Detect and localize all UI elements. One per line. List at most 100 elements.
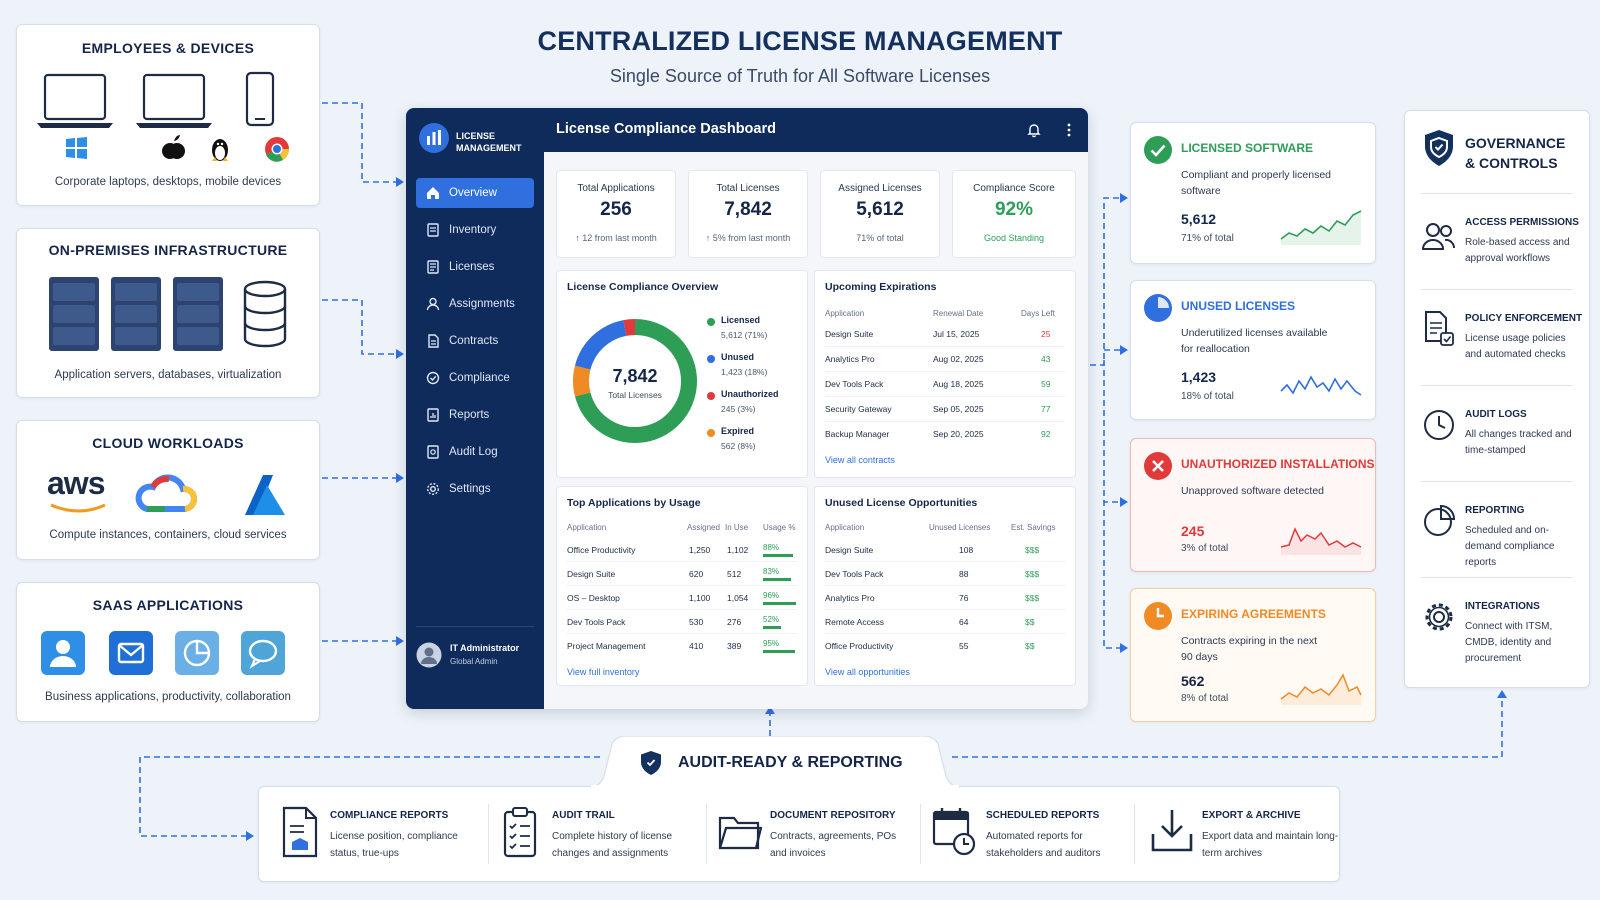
sparkline-expiring [1280,673,1362,705]
source-caption: Application servers, databases, virtuali… [54,369,282,381]
more-vertical-icon[interactable] [1066,122,1072,138]
error-x-icon [1144,452,1172,480]
kpi-value: 256 [600,199,632,220]
legend-label: Expired [721,426,755,436]
source-employees-devices: EMPLOYEES & DEVICES [16,24,320,206]
table-cell-unused-licenses: 88 [959,569,969,579]
table-cell-assigned: 1,100 [689,593,711,603]
row-divider [567,633,797,634]
status-description: Underutilized licenses available for rea… [1181,327,1328,355]
nav-inventory[interactable]: Inventory [416,215,534,245]
legend-detail: 562 (8%) [721,441,756,451]
usage-bar [763,650,796,653]
column-header: In Use [725,523,749,532]
dashboard-sidebar: LICENSE MANAGEMENT Overview Inventory Li… [406,108,544,709]
donut-center-value: 7,842 [612,366,658,386]
table-cell-days-left: 43 [1041,354,1051,364]
nav-overview[interactable]: Overview [416,178,534,208]
server-icons [49,277,287,351]
chrome-logo-icon [265,137,290,162]
table-cell-days-left: 25 [1041,329,1051,339]
table-cell-assigned: 620 [689,569,704,579]
audit-item-title: EXPORT & ARCHIVE [1202,810,1301,821]
nav-reports[interactable]: Reports [416,400,534,430]
nav-label: Assignments [449,298,515,310]
column-header: Application [567,523,607,532]
table-cell-application: Design Suite [567,569,616,579]
dashboard-title: License Compliance Dashboard [556,121,776,137]
user-profile[interactable]: IT Administrator Global Admin [416,638,534,678]
status-title: UNAUTHORIZED INSTALLATIONS [1181,457,1375,471]
nav-compliance[interactable]: Compliance [416,363,534,393]
nav-contracts[interactable]: Contracts [416,326,534,356]
user-role: Global Admin [450,657,498,666]
status-title: UNUSED LICENSES [1181,299,1296,313]
legend-dot [707,318,715,326]
shield-icon [641,751,661,775]
table-cell-application: Design Suite [825,545,874,555]
usage-bar [763,554,793,557]
row-divider [825,421,1065,422]
column-header: Application [825,523,865,532]
saas-icons [41,631,285,675]
table-cell-usage: 96% [763,591,780,600]
kpi-label: Total Licenses [716,183,780,194]
table-cell-renewal-date: Jul 15, 2025 [933,329,980,339]
divider [920,804,921,864]
divider [706,804,707,864]
view-all-opportunities-link[interactable]: View all opportunities [825,667,910,677]
nav-settings[interactable]: Settings [416,474,534,504]
compliance-check-icon [426,371,440,385]
mail-app-icon [109,631,153,675]
report-icon [427,408,439,422]
table-cell-application: Analytics Pro [825,593,875,603]
user-name: IT Administrator [450,643,520,653]
table-cell-in-use: 1,054 [727,593,749,603]
nav-audit-log[interactable]: Audit Log [416,437,534,467]
unused-license-opportunities-panel: Unused License Opportunities Application… [814,486,1076,686]
legend-item: Licensed 5,612 (71%) [707,315,807,349]
governance-controls-panel: GOVERNANCE & CONTROLS ACCESS PERMISSIONS… [1404,110,1590,688]
column-header: Renewal Date [933,309,984,318]
nav-label: Compliance [449,372,510,384]
download-export-icon [1151,810,1193,852]
usage-bar [763,626,781,629]
bell-icon[interactable] [1026,122,1042,138]
source-caption: Corporate laptops, desktops, mobile devi… [54,176,282,188]
kpi-value: 92% [994,199,1034,220]
audit-item-desc: Complete history of license changes and … [552,831,673,859]
view-full-inventory-link[interactable]: View full inventory [567,667,640,677]
kpi-value: 5,612 [856,199,904,220]
kpi-label: Assigned Licenses [838,183,922,194]
table-cell-usage: 52% [763,615,780,624]
row-divider [825,561,1065,562]
kpi-compliance-score: Compliance Score 92% Good Standing [952,170,1076,258]
kpi-note: Good Standing [983,233,1045,243]
compliance-overview-panel: License Compliance Overview 7,842 Total … [556,270,808,478]
kpi-assigned-licenses: Assigned Licenses 5,612 71% of total [820,170,940,258]
audit-item-title: COMPLIANCE REPORTS [330,810,449,821]
inventory-icon [427,223,439,237]
compliance-donut-chart [573,319,697,443]
table-cell-application: Analytics Pro [825,354,875,364]
table-cell-renewal-date: Aug 18, 2025 [933,379,984,389]
user-icon [426,297,440,311]
usage-bar [763,602,796,605]
apple-logo-icon [162,135,185,159]
view-all-contracts-link[interactable]: View all contracts [825,455,895,465]
legend-dot [707,355,715,363]
governance-item-title: POLICY ENFORCEMENT [1465,313,1583,324]
table-cell-application: Remote Access [825,617,885,627]
divider [488,804,489,864]
column-header: Days Left [1021,309,1055,318]
nav-assignments[interactable]: Assignments [416,289,534,319]
google-cloud-icon [135,474,197,512]
legend-label: Unauthorized [721,389,779,399]
nav-label: Overview [449,187,497,199]
status-percent: 18% of total [1181,391,1234,402]
table-cell-unused-licenses: 55 [959,641,969,651]
audit-item-desc: Export data and maintain long-term archi… [1202,831,1339,859]
table-cell-usage: 83% [763,567,780,576]
calendar-clock-icon [932,808,976,856]
nav-licenses[interactable]: Licenses [416,252,534,282]
